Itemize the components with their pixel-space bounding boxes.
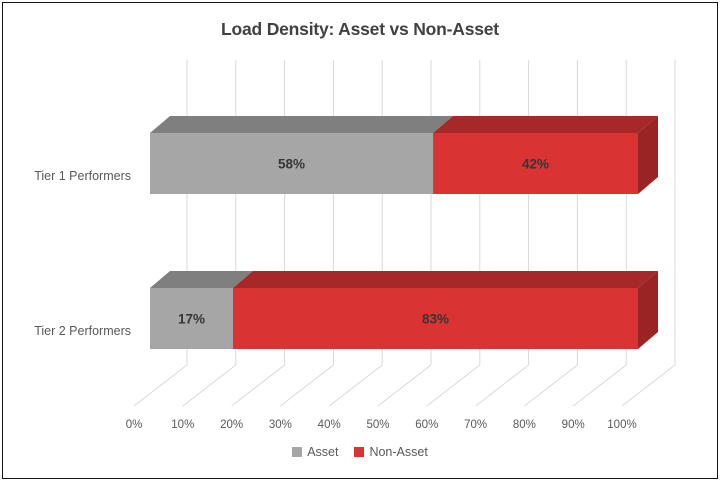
x-tick-label: 80%: [513, 419, 536, 431]
x-tick-label: 70%: [464, 419, 487, 431]
bar-top-face: [232, 271, 658, 288]
gridline: [231, 60, 286, 407]
data-label: 83%: [422, 312, 449, 327]
legend-label-asset: Asset: [307, 445, 339, 459]
data-label: 17%: [178, 312, 205, 327]
x-tick-label: 90%: [562, 419, 585, 431]
legend-item-asset: Asset: [292, 445, 338, 459]
non-asset-swatch-icon: [354, 447, 365, 457]
chart-title: Load Density: Asset vs Non-Asset: [221, 19, 499, 39]
x-tick-label: 20%: [220, 419, 243, 431]
x-tick-label: 50%: [366, 419, 389, 431]
category-label-tier2: Tier 2 Performers: [34, 324, 131, 338]
bar-top-face: [433, 116, 658, 133]
bar-segment: [433, 133, 638, 194]
legend-item-non-asset: Non-Asset: [354, 445, 428, 459]
gridline: [133, 60, 188, 407]
bar-segment: [150, 288, 233, 349]
legend: Asset Non-Asset: [0, 445, 720, 459]
gridline: [182, 60, 237, 407]
data-label: 42%: [522, 157, 549, 172]
gridline: [280, 60, 334, 407]
x-tick-label: 60%: [415, 419, 438, 431]
data-label: 58%: [278, 157, 305, 172]
gridline: [621, 60, 676, 407]
x-tick-label: 40%: [318, 419, 341, 431]
gridline: [426, 60, 481, 407]
gridline: [572, 60, 627, 407]
gridline: [524, 60, 578, 407]
gridline: [328, 60, 383, 407]
gridline: [377, 60, 432, 407]
legend-label-non-asset: Non-Asset: [369, 445, 428, 459]
x-tick-label: 0%: [126, 419, 143, 431]
asset-swatch-icon: [292, 447, 303, 457]
bar-side-face: [638, 116, 658, 194]
x-tick-label: 30%: [269, 419, 292, 431]
x-tick-label: 100%: [607, 419, 636, 431]
bar-top-face: [150, 271, 253, 288]
bar-segment: [232, 288, 638, 349]
x-tick-label: 10%: [171, 419, 194, 431]
category-label-tier1: Tier 1 Performers: [34, 169, 131, 183]
bar-top-face: [150, 116, 454, 133]
bar-side-face: [638, 271, 658, 349]
bar-segment: [150, 133, 434, 194]
gridline: [475, 60, 530, 407]
